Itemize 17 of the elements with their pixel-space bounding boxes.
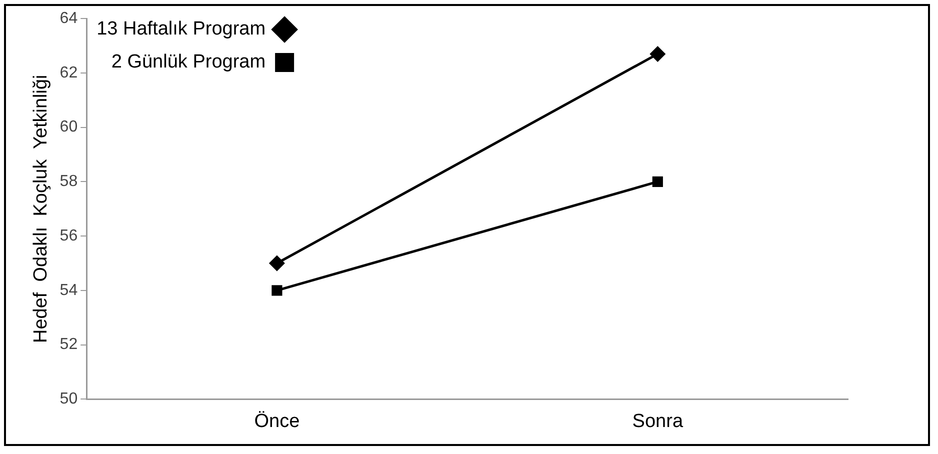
x-tick-label: Sonra [632,410,684,432]
y-tick-label: 52 [60,336,78,354]
x-tick-label: Önce [254,410,300,432]
legend-label: 2 Günlük Program [111,52,266,73]
y-tick-label: 56 [60,227,78,244]
y-tick-label: 64 [60,10,78,28]
point [652,176,663,188]
point [268,255,285,272]
y-tick-label: 54 [60,282,78,299]
y-tick-label: 60 [60,118,78,136]
y-tick-label: 58 [60,173,78,190]
y-axis-title: Hedef Odaklı Koçluk Yetkinliği [30,74,52,344]
point [650,46,666,62]
y-tick-label: 62 [60,64,78,82]
legend-label: 13 Haftalık Program [96,18,266,40]
y-tick-label: 50 [60,390,78,408]
point [272,285,282,296]
